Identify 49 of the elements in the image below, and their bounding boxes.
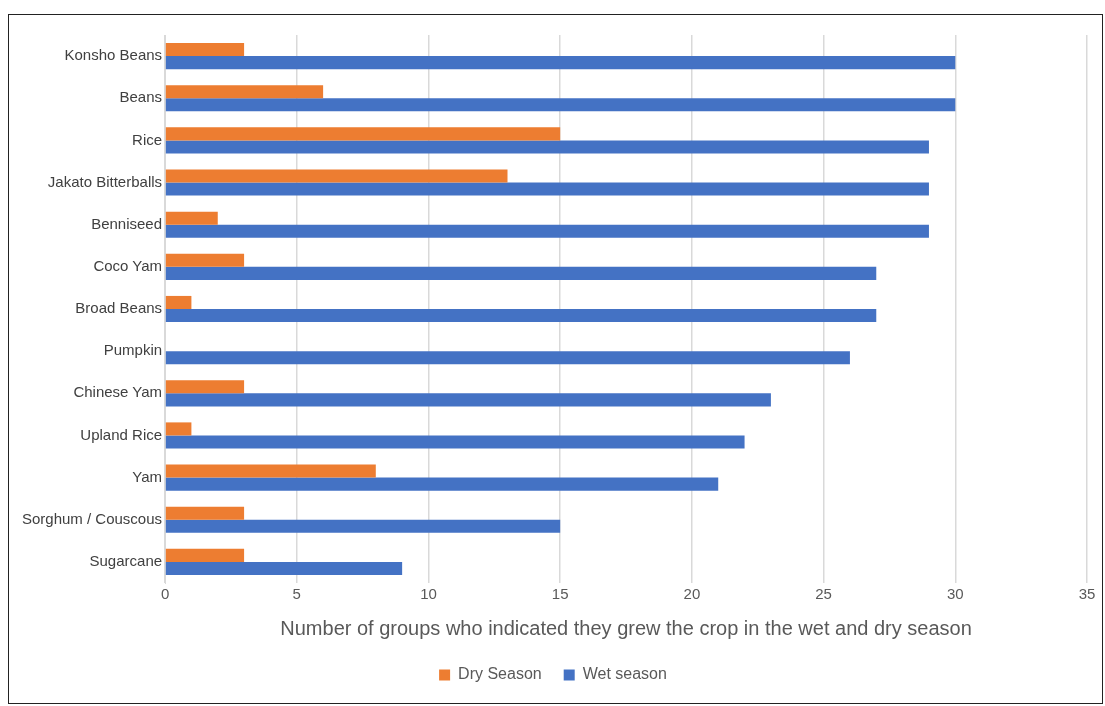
x-tick-label: 25 [815,585,832,603]
x-axis-title: Number of groups who indicated they grew the crop in the wet and dry season [280,616,972,639]
bar [165,295,192,309]
bar [165,380,245,394]
bar [165,253,245,267]
x-tick-label: 5 [292,585,301,603]
y-tick-label: Upland Rice [80,425,163,443]
y-tick-label: Beans [119,88,163,106]
y-tick-label: Konsho Beans [64,46,163,64]
bar [165,98,956,112]
x-tick-label: 15 [551,585,569,603]
y-tick-label: Benniseed [91,214,163,232]
bar [165,224,929,238]
bar [165,266,877,280]
y-tick-label: Coco Yam [93,256,163,274]
bar [165,169,508,183]
bar [165,351,850,365]
bar [165,506,245,520]
bar [165,561,403,575]
y-tick-label: Sugarcane [89,552,163,570]
bar [165,56,956,70]
legend-label: Dry Season [458,665,542,683]
bar [165,140,929,154]
bar [165,211,218,225]
bar [165,127,561,141]
y-tick-label: Yam [132,467,163,485]
x-tick-label: 20 [683,585,701,603]
bar [165,477,719,491]
bar [165,519,561,533]
y-tick-label: Broad Beans [75,299,163,317]
bar [165,182,929,196]
bar [165,43,245,57]
legend-label: Wet season [582,665,667,683]
bar [165,85,324,99]
bar [165,309,877,323]
y-tick-label: Chinese Yam [73,383,163,401]
x-tick-label: 0 [160,585,170,603]
x-tick-label: 10 [420,585,437,603]
bar [165,422,192,436]
y-tick-label: Jakato Bitterballs [47,172,163,190]
y-tick-label: Rice [132,130,163,148]
x-tick-label: 30 [946,585,964,603]
y-tick-label: Pumpkin [103,341,163,359]
bar [165,464,376,478]
y-tick-label: Sorghum / Couscous [21,509,163,527]
bar [165,435,745,449]
x-tick-label: 35 [1078,585,1096,603]
bar [165,393,771,407]
bar [165,548,245,562]
